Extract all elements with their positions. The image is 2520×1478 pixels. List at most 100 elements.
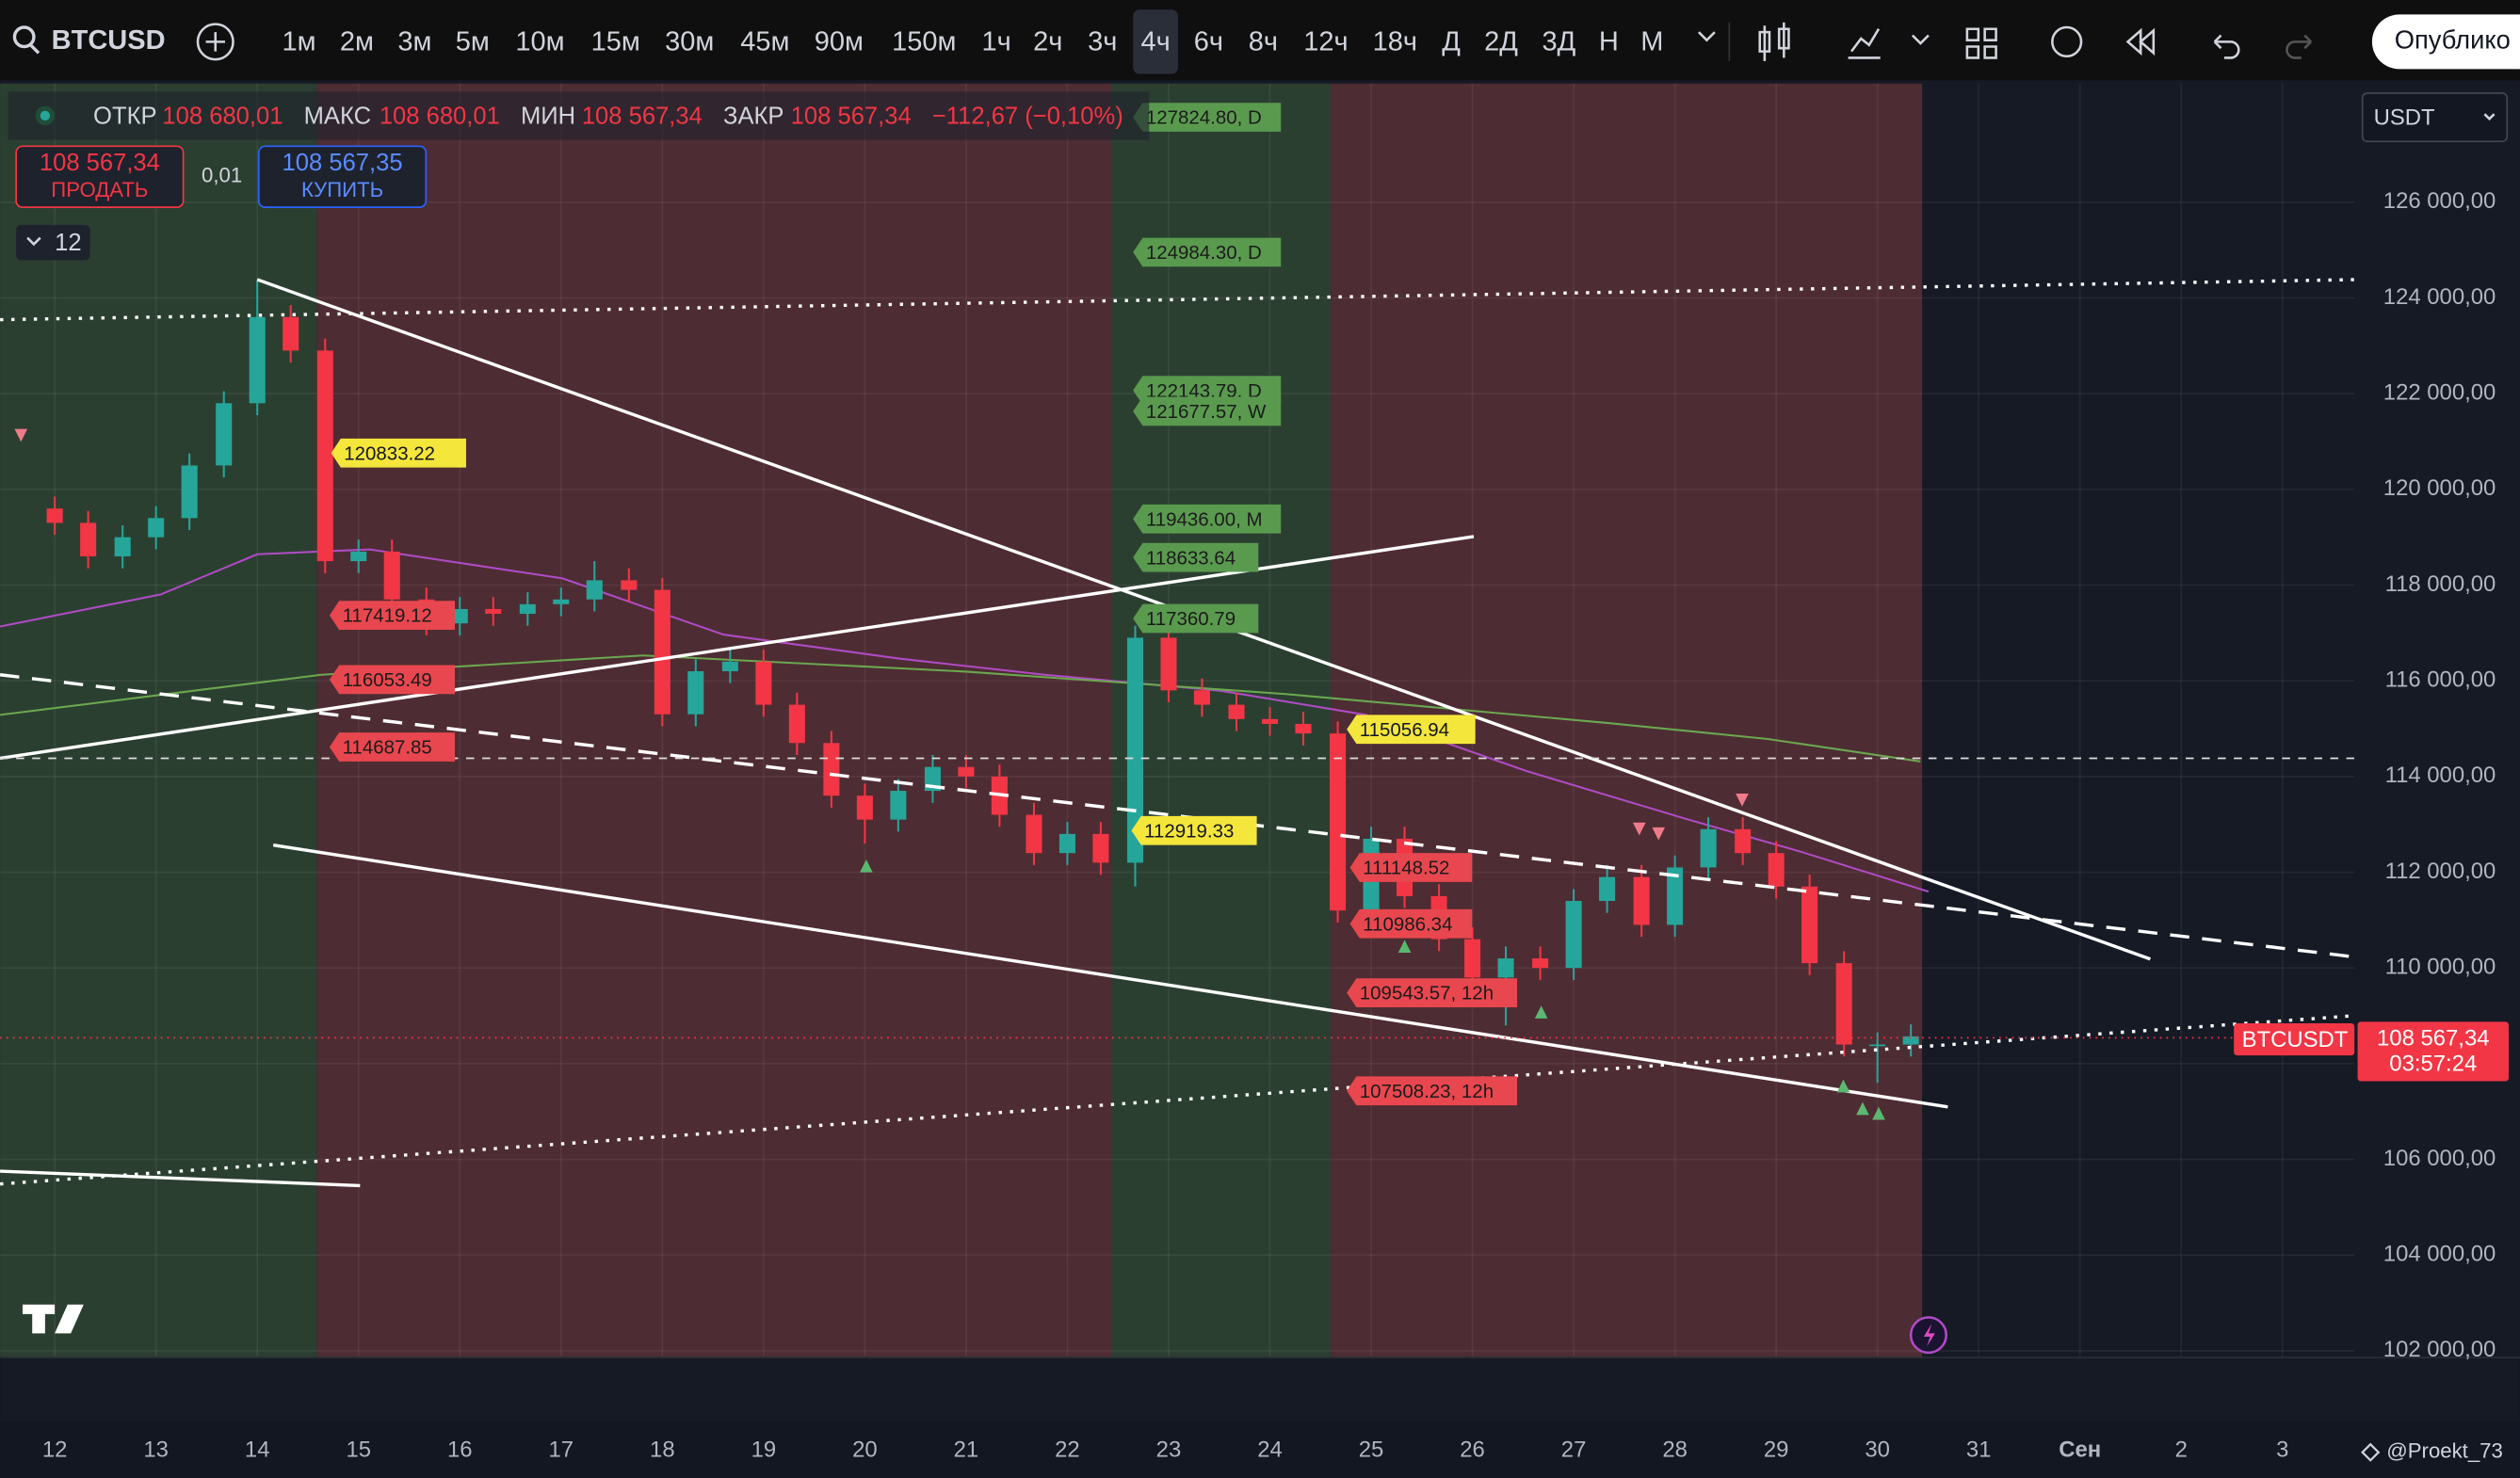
candle-body [1330,733,1347,911]
label-box [1347,978,1518,1007]
x-tick-label: 2 [2175,1437,2188,1462]
redo[interactable] [2286,34,2312,59]
layouts[interactable] [1965,27,1997,59]
open-label: ОТКР [93,103,156,129]
label-box [329,665,456,695]
price-label: 107508.23, 12h [1360,1081,1494,1102]
label-box [1133,504,1282,534]
interval-button[interactable]: 45м [740,27,789,57]
candle-body [1464,939,1481,978]
x-tick-label: 24 [1257,1437,1283,1462]
toolbar [0,0,2520,81]
interval-button[interactable]: 2Д [1484,27,1518,57]
interval-button[interactable]: 5м [456,27,490,57]
x-tick-label: 17 [549,1437,574,1462]
interval-button[interactable]: 3м [397,27,431,57]
y-tick-label: 124 000,00 [2383,284,2496,310]
x-tick-label: 30 [1865,1437,1890,1462]
label-box [1347,715,1476,745]
candle-body [1497,958,1514,978]
indicator-toggle[interactable] [16,224,90,261]
tv-logo [22,1304,84,1334]
price-label: 111148.52 [1363,858,1449,879]
x-tick-label: 3 [2276,1437,2288,1462]
candle-body [1126,637,1144,863]
zone-green [0,83,317,1358]
interval-button[interactable]: 18ч [1373,27,1417,57]
interval-button[interactable]: 2м [340,27,374,57]
price-label: 124984.30, D [1146,242,1262,264]
candle-body [687,671,704,715]
buy-button[interactable] [257,145,428,208]
interval-button[interactable]: М [1640,27,1663,57]
label-box [1349,853,1473,882]
countdown: 03:57:24 [2389,1052,2477,1077]
price-label: 116053.49 [343,669,432,691]
price-label: 120833.22 [344,442,435,464]
undo[interactable] [2213,34,2240,59]
price-label: 114687.85 [343,737,432,759]
interval-button[interactable]: 1м [282,27,315,57]
indicators[interactable] [1848,28,1881,59]
interval-button[interactable]: 4ч [1140,27,1170,57]
close-value: 108 567,34 [791,103,912,129]
interval-button[interactable]: 30м [665,27,714,57]
y-tick-label: 122 000,00 [2383,379,2496,405]
author: @Proekt_73 [2386,1439,2503,1463]
indicator-count: 12 [55,230,81,256]
buy-price: 108 567,35 [283,150,403,176]
candle-body [586,580,603,600]
time-axis [0,1422,2520,1478]
chevron [26,236,41,247]
label-box [1347,1076,1518,1106]
price-label: 119436.00, M [1146,508,1263,530]
candle-body [856,795,873,820]
interval-button[interactable]: 3ч [1088,27,1117,57]
indicators-menu[interactable] [1911,34,1930,45]
zone-green [1112,83,1332,1358]
chart-type[interactable] [1758,22,1790,61]
spread: 0,01 [202,164,242,187]
interval-button[interactable]: 2ч [1033,27,1062,57]
interval-button[interactable]: 10м [515,27,564,57]
trendline [272,843,1948,1109]
y-tick-label: 126 000,00 [2383,188,2496,214]
interval-button[interactable]: 8ч [1249,27,1278,57]
interval-button[interactable]: 15м [591,27,640,57]
publish-button[interactable] [2371,14,2520,70]
change-value: −112,67 (−0,10%) [932,103,1123,129]
x-tick-label: 28 [1662,1437,1688,1462]
buy-label: КУПИТЬ [301,178,383,201]
sell-button[interactable] [15,145,185,208]
interval-button[interactable]: 1ч [982,27,1011,57]
x-tick-label: 19 [751,1437,777,1462]
x-tick-label: 16 [447,1437,473,1462]
candle-body [654,589,670,715]
search-icon[interactable] [12,25,36,49]
candle-body [519,603,536,615]
symbol[interactable]: BTCUSD [52,25,166,56]
interval-button[interactable]: 12ч [1303,27,1348,57]
interval-button[interactable]: 6ч [1194,27,1223,57]
y-tick-label: 118 000,00 [2385,571,2496,597]
replay[interactable] [2125,27,2156,56]
interval-button[interactable]: 150м [892,27,956,57]
interval-button[interactable]: Н [1599,27,1619,57]
more-intervals[interactable] [1697,31,1716,42]
alert[interactable] [2051,25,2083,58]
candle-body [1835,963,1852,1045]
candle-body [1160,637,1177,691]
interval-button[interactable]: Д [1442,27,1461,57]
candle-body [46,508,63,523]
candle-body [1193,690,1210,705]
add-symbol[interactable] [196,23,234,61]
y-tick-label: 120 000,00 [2383,475,2496,501]
high-value: 108 680,01 [380,103,500,129]
currency-select[interactable] [2361,92,2509,143]
interval-button[interactable]: 90м [815,27,864,57]
price-label: 118633.64 [1146,547,1236,569]
interval-button[interactable]: 3Д [1543,27,1576,57]
price-label: 122143.79, D [1146,380,1262,402]
candle-body [383,551,400,600]
